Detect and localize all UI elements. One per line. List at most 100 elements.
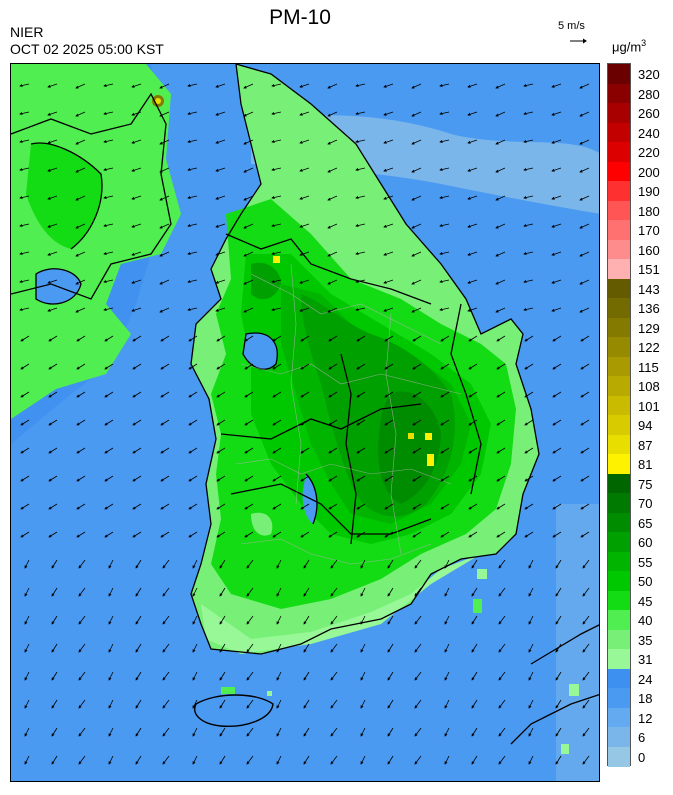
wind-arrow xyxy=(555,615,562,625)
wind-arrow xyxy=(243,83,254,89)
wind-arrow xyxy=(524,363,534,370)
wind-arrow xyxy=(524,391,534,398)
bay-water-area xyxy=(243,333,278,370)
wind-arrow xyxy=(51,615,58,625)
wind-arrow xyxy=(528,587,534,597)
wind-arrow xyxy=(162,699,170,709)
wind-arrow xyxy=(192,671,198,681)
wind-arrow xyxy=(47,251,58,256)
map-canvas xyxy=(11,64,599,781)
wind-arrow xyxy=(219,671,226,681)
wind-arrow xyxy=(244,363,254,370)
wind-arrow xyxy=(219,727,226,737)
wind-arrow xyxy=(246,755,254,765)
wind-arrow xyxy=(383,195,394,200)
wind-arrow xyxy=(444,755,450,765)
wind-arrow xyxy=(75,251,86,257)
wind-arrow xyxy=(20,447,30,454)
wind-arrow xyxy=(192,727,198,737)
wind-arrow xyxy=(271,223,282,228)
wind-arrow xyxy=(582,755,590,765)
wind-arrow xyxy=(528,755,534,765)
wind-arrow xyxy=(246,699,254,709)
wind-arrow xyxy=(551,251,562,256)
wind-arrow xyxy=(103,139,114,144)
wind-arrow xyxy=(440,335,450,342)
wind-arrow xyxy=(272,363,282,370)
wind-arrow xyxy=(135,559,142,569)
wind-arrow xyxy=(555,755,562,765)
wind-arrow xyxy=(328,419,338,426)
wind-arrow xyxy=(135,615,142,625)
wind-arrow xyxy=(523,307,534,312)
legend-swatch xyxy=(608,220,630,240)
legend-swatch xyxy=(608,629,630,650)
wind-arrow xyxy=(412,447,422,454)
wind-arrow xyxy=(355,279,366,284)
legend-swatch xyxy=(608,571,630,591)
wind-arrow xyxy=(356,503,366,510)
wind-arrow xyxy=(496,447,506,454)
wind-arrow xyxy=(271,279,282,284)
wind-arrow xyxy=(384,391,394,398)
wind-arrow xyxy=(360,727,366,737)
wind-arrow xyxy=(272,475,282,482)
wind-arrow xyxy=(580,391,590,398)
wind-arrow xyxy=(160,503,170,510)
wind-arrow xyxy=(498,699,506,709)
legend-label: 190 xyxy=(638,184,660,199)
wind-arrow xyxy=(24,587,30,597)
wind-arrow xyxy=(131,223,142,228)
wind-arrow xyxy=(495,251,506,257)
wind-arrow xyxy=(47,279,58,284)
wind-arrow xyxy=(159,223,170,229)
wind-arrow xyxy=(188,419,198,426)
wind-arrow xyxy=(551,111,562,116)
wind-arrow xyxy=(414,755,422,765)
wind-arrow xyxy=(215,251,226,256)
wind-arrow xyxy=(384,503,394,510)
wind-arrow xyxy=(24,671,30,681)
small-island-patch xyxy=(569,684,579,696)
wind-arrow xyxy=(580,475,590,482)
wind-arrow xyxy=(160,475,170,482)
wind-arrow xyxy=(468,335,478,342)
wind-arrow xyxy=(192,755,198,765)
wind-arrow xyxy=(76,335,86,342)
wind-arrow xyxy=(384,475,394,482)
wind-arrow xyxy=(131,251,142,256)
wind-arrow xyxy=(524,503,534,510)
wind-arrow xyxy=(498,643,506,653)
wind-arrow xyxy=(216,335,226,342)
wind-arrow xyxy=(440,531,450,538)
wind-arrow xyxy=(330,615,338,625)
wind-arrow xyxy=(162,727,170,737)
wind-arrow xyxy=(327,139,338,145)
wind-arrow xyxy=(411,251,422,257)
wind-arrow xyxy=(47,83,58,88)
wind-arrow xyxy=(552,335,562,342)
wind-arrow xyxy=(523,111,534,116)
wind-arrow xyxy=(439,139,450,144)
wind-arrow xyxy=(523,83,534,88)
wind-arrow xyxy=(327,307,338,313)
wind-arrow xyxy=(76,419,86,426)
wind-arrow xyxy=(272,391,282,398)
wind-arrow xyxy=(528,699,534,709)
wind-arrow xyxy=(300,503,310,510)
wind-arrow xyxy=(360,615,366,625)
legend-label: 160 xyxy=(638,242,660,258)
legend-swatch xyxy=(608,161,630,182)
legend-label: 31 xyxy=(638,652,653,667)
wind-arrow xyxy=(414,615,422,625)
wind-arrow xyxy=(444,671,450,681)
forecast-timestamp: OCT 02 2025 05:00 KST xyxy=(10,41,164,57)
wind-arrow xyxy=(355,195,366,200)
wind-arrow xyxy=(579,83,590,89)
wind-arrow xyxy=(20,531,30,538)
wind-arrow xyxy=(467,167,478,172)
wind-arrow xyxy=(131,195,142,200)
wind-arrow xyxy=(467,195,478,200)
wind-arrow xyxy=(75,139,86,145)
wind-arrow xyxy=(108,615,114,625)
